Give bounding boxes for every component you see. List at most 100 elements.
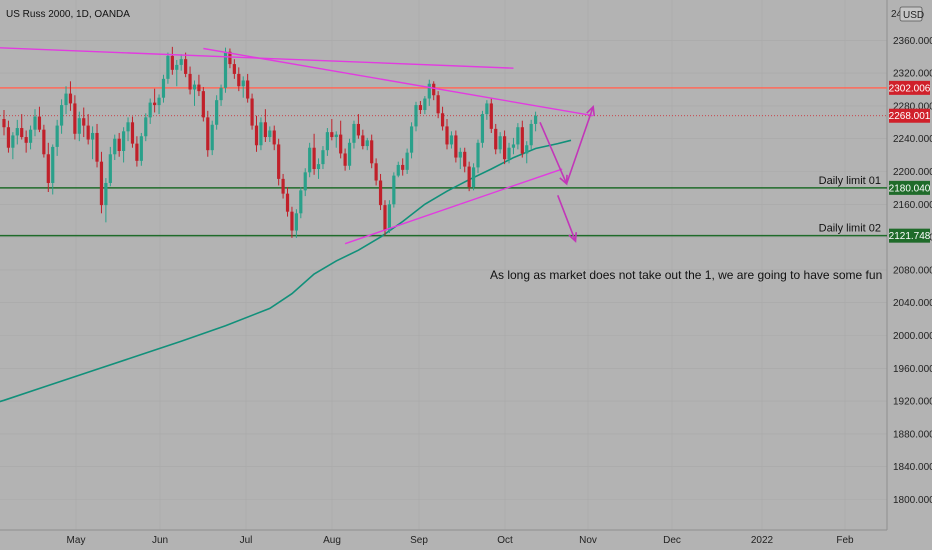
candle-body [130, 122, 135, 144]
candle [303, 168, 307, 197]
candle [423, 96, 427, 115]
candle-body [59, 105, 64, 126]
trendline-drawings [0, 47, 595, 245]
candle [387, 200, 392, 233]
candle [73, 95, 77, 140]
price-axis[interactable]: 2360.000 2320.000 2280.000 2240.000 2200.000… [893, 36, 932, 506]
time-axis[interactable]: May Jun Jul Aug Sep Oct Nov Dec 2022 Feb [67, 535, 855, 546]
y-tick-label: 1880.000 [893, 429, 932, 440]
candle-body [423, 98, 427, 110]
x-tick-label: Sep [410, 535, 428, 546]
candle-body [170, 55, 174, 70]
candle [6, 120, 11, 153]
candle [325, 128, 329, 156]
candle-body [418, 105, 423, 110]
candle-body [184, 59, 188, 74]
candle [436, 91, 440, 119]
candle [228, 48, 232, 69]
candle [347, 138, 352, 170]
candle-body [534, 115, 538, 124]
candle-body [64, 93, 68, 106]
candle [334, 131, 338, 148]
candle-body [529, 123, 533, 146]
candle-body [197, 84, 201, 92]
candle [117, 132, 121, 157]
candle [485, 100, 489, 120]
price-badge-label: 2180.040 [889, 183, 931, 194]
candle-body [370, 140, 374, 164]
x-tick-label: Jun [152, 535, 168, 546]
y-tick-label: 2240.000 [893, 134, 932, 145]
candle [166, 52, 170, 84]
candle-body [383, 205, 387, 231]
candle-body [272, 130, 276, 145]
candle-body [378, 180, 383, 206]
candle-body [117, 138, 121, 151]
candle-body [520, 127, 524, 154]
candle-body [480, 114, 485, 143]
candle-body [361, 135, 365, 147]
candle-body [113, 138, 117, 155]
candle [281, 173, 285, 199]
price-badge: 2302.006 [889, 80, 931, 95]
price-badge-bg [889, 80, 930, 95]
candle-body [153, 102, 157, 106]
candle-body [42, 129, 46, 155]
candle [55, 119, 59, 156]
candle-body [516, 127, 520, 145]
symbol-title[interactable]: US Russ 2000, 1D, OANDA [6, 9, 130, 20]
candle [458, 147, 462, 170]
candle-body [440, 113, 445, 127]
candle-body [139, 136, 143, 161]
y-tick-label: 2160.000 [893, 200, 932, 211]
y-tick-label: 1800.000 [893, 495, 932, 506]
candle [254, 115, 259, 152]
candle-body [392, 175, 396, 205]
candle-body [285, 193, 290, 212]
candle [126, 117, 130, 142]
candle [511, 137, 516, 155]
candle [250, 93, 254, 130]
candle-body [525, 145, 529, 154]
candle-body [228, 51, 232, 65]
y-tick-label: 1960.000 [893, 364, 932, 375]
candle-body [51, 146, 55, 183]
candle-body [511, 144, 516, 148]
candle [108, 146, 112, 187]
candle [20, 114, 24, 140]
level-label: Daily limit 02 [819, 223, 881, 235]
candle [99, 151, 104, 214]
candle [449, 131, 454, 149]
candle [91, 126, 95, 160]
arrow-shaft [557, 194, 577, 242]
y-tick-label: 2360.000 [893, 36, 932, 47]
price-badge: 2121.748 [889, 228, 931, 243]
candle-body [20, 128, 24, 138]
candle [440, 106, 445, 131]
candle-body [303, 172, 307, 191]
x-tick-label: Oct [497, 535, 513, 546]
price-badge-bg [889, 108, 930, 123]
candle [365, 137, 369, 151]
candle [210, 120, 214, 156]
candle-body [95, 132, 99, 162]
arrow-head [568, 232, 577, 243]
candle-body [254, 125, 259, 146]
x-tick-label: Dec [663, 535, 681, 546]
candle-body [206, 117, 210, 151]
candle-body [250, 98, 254, 126]
candle-body [414, 105, 418, 127]
candle-body [259, 122, 263, 146]
candle-body [188, 73, 192, 90]
candle [232, 59, 236, 79]
candle [37, 106, 42, 133]
currency-badge[interactable] [899, 6, 923, 22]
candle [374, 158, 378, 186]
candle [308, 142, 312, 178]
candle-body [308, 147, 312, 173]
candle-body [11, 135, 15, 148]
price-badge-bg [889, 180, 930, 195]
candle [463, 147, 467, 173]
